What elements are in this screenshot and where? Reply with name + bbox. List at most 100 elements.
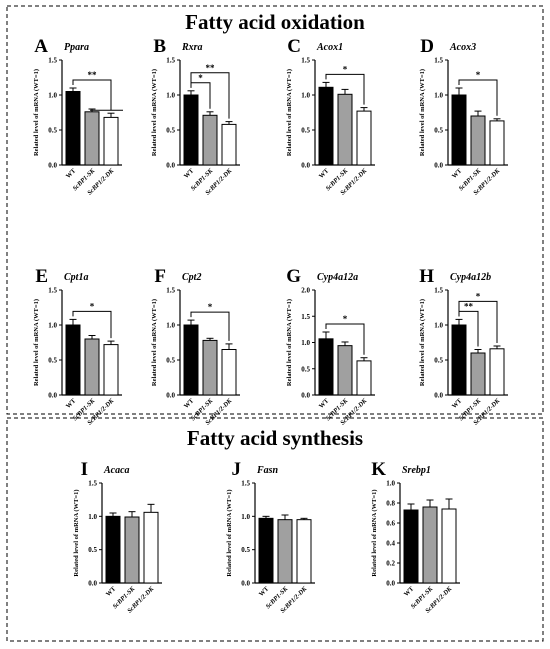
y-tick-label: 1.0 — [434, 92, 443, 100]
y-tick-label: 0.5 — [434, 127, 443, 135]
bar-wt — [451, 94, 467, 166]
x-tick-label: WT — [65, 167, 78, 180]
y-axis-label: Related level of mRNA (WT=1) — [151, 69, 158, 156]
y-tick-label: 0.5 — [166, 127, 175, 135]
bar-scbp1-2-dk — [356, 360, 372, 396]
y-tick-label: 0.0 — [301, 392, 310, 400]
bar-scbp1-sk — [124, 516, 140, 584]
oxidation-section-title: Fatty acid oxidation — [185, 10, 365, 34]
bar-wt — [183, 324, 199, 396]
significance-bracket — [190, 311, 230, 341]
bar-scbp1-2-dk — [356, 110, 372, 166]
y-tick-label: 0.0 — [386, 580, 395, 588]
x-tick-label: WT — [65, 397, 78, 410]
significance-label: ** — [206, 63, 216, 73]
significance-label: ** — [464, 301, 474, 311]
chart-title: Rxra — [181, 42, 203, 53]
x-tick-label: WT — [183, 167, 196, 180]
bar-scbp1-sk — [337, 93, 353, 166]
chart-panel-f: F Cpt2 Related level of mRNA (WT=1) 0.0 0.5 1… — [151, 266, 240, 427]
significance-bracket — [190, 72, 230, 119]
significance-label: ** — [88, 70, 98, 80]
chart-panel-a: A Ppara Related level of mRNA (WT=1) 0.0 0.5… — [33, 36, 123, 197]
bar-scbp1-sk — [84, 111, 100, 166]
y-tick-label: 1.0 — [241, 513, 250, 521]
y-tick-label: 1.0 — [301, 92, 310, 100]
panel-letter: H — [419, 266, 434, 287]
y-tick-label: 1.5 — [166, 287, 175, 295]
y-axis-label: Related level of mRNA (WT=1) — [73, 489, 80, 576]
bar-wt — [105, 515, 121, 584]
bar-scbp1-sk — [202, 339, 218, 396]
bar-scbp1-2-dk — [143, 511, 159, 584]
chart-title: Cpt1a — [64, 272, 88, 283]
y-tick-label: 0.5 — [301, 127, 310, 135]
significance-label: * — [343, 64, 348, 74]
y-tick-label: 0.8 — [386, 500, 395, 508]
y-tick-label: 1.0 — [48, 322, 57, 330]
chart-title: Ppara — [64, 42, 89, 53]
y-tick-label: 0.0 — [301, 162, 310, 170]
panel-letter: E — [35, 266, 48, 287]
bar-scbp1-sk — [470, 352, 486, 396]
significance-bracket — [325, 323, 365, 355]
y-tick-label: 0.5 — [434, 357, 443, 365]
panel-letter: A — [34, 36, 48, 57]
bar-wt — [318, 338, 334, 396]
chart-title: Acaca — [103, 465, 130, 476]
y-tick-label: 1.5 — [301, 313, 310, 321]
y-tick-label: 0.0 — [88, 580, 97, 588]
x-tick-label: WT — [105, 585, 118, 598]
bar-scbp1-sk — [277, 519, 293, 584]
bar-scbp1-sk — [422, 506, 438, 584]
y-axis-label: Related level of mRNA (WT=1) — [33, 299, 40, 386]
y-axis-label: Related level of mRNA (WT=1) — [419, 299, 426, 386]
panel-letter: G — [286, 266, 301, 287]
x-tick-label: WT — [258, 585, 271, 598]
y-tick-label: 0.5 — [301, 365, 310, 373]
bar-scbp1-sk — [84, 338, 100, 396]
chart-panel-h: H Cyp4a12b Related level of mRNA (WT=1) 0.0… — [419, 266, 508, 427]
significance-label: * — [476, 291, 481, 301]
y-tick-label: 0.5 — [166, 357, 175, 365]
y-tick-label: 1.0 — [301, 339, 310, 347]
synthesis-section-border — [6, 417, 544, 642]
y-tick-label: 1.0 — [166, 322, 175, 330]
chart-title: Cyp4a12b — [450, 272, 491, 283]
oxidation-section-border — [6, 5, 544, 415]
bar-scbp1-2-dk — [489, 120, 505, 166]
significance-label: * — [198, 73, 203, 83]
charts: A Ppara Related level of mRNA (WT=1) 0.0 0.5… — [33, 36, 508, 615]
significance-bracket — [458, 300, 498, 343]
chart-title: Cpt2 — [182, 272, 201, 283]
panel-letter: J — [232, 459, 242, 480]
bar-wt — [65, 324, 81, 396]
y-axis-label: Related level of mRNA (WT=1) — [226, 489, 233, 576]
bar-wt — [451, 324, 467, 396]
chart-title: Acox3 — [449, 42, 476, 53]
bar-scbp1-2-dk — [296, 519, 312, 584]
x-tick-label: WT — [318, 397, 331, 410]
chart-title: Srebp1 — [402, 465, 431, 476]
chart-panel-g: G Cyp4a12a Related level of mRNA (WT=1) 0.0… — [286, 266, 375, 427]
y-tick-label: 0.0 — [241, 580, 250, 588]
x-tick-label: WT — [318, 167, 331, 180]
panel-letter: K — [371, 459, 386, 480]
significance-label: * — [343, 314, 348, 324]
y-axis-label: Related level of mRNA (WT=1) — [371, 489, 378, 576]
panel-letter: D — [420, 36, 434, 57]
y-tick-label: 0.4 — [386, 540, 395, 548]
significance-bracket — [325, 73, 365, 105]
bar-scbp1-2-dk — [489, 348, 505, 396]
significance-bracket — [72, 310, 112, 339]
chart-title: Fasn — [256, 465, 279, 476]
panel-letter: B — [153, 36, 166, 57]
bar-scbp1-sk — [470, 115, 486, 166]
y-tick-label: 1.5 — [48, 57, 57, 65]
panel-letter: C — [287, 36, 301, 57]
y-tick-label: 0.5 — [88, 546, 97, 554]
y-tick-label: 1.5 — [434, 57, 443, 65]
y-axis-label: Related level of mRNA (WT=1) — [286, 299, 293, 386]
y-tick-label: 0.5 — [48, 357, 57, 365]
